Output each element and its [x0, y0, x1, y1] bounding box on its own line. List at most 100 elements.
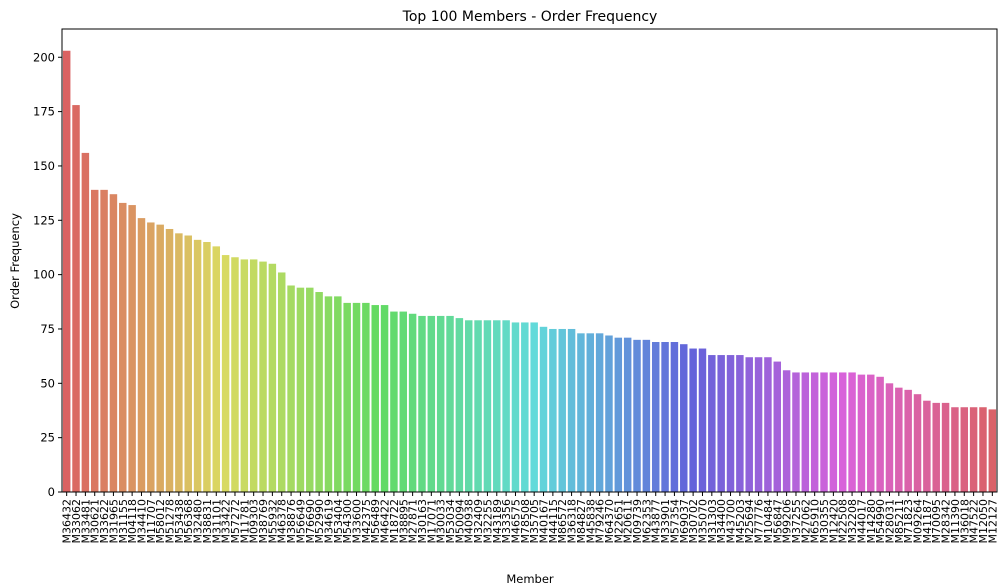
bar	[923, 400, 931, 492]
plot-frame	[61, 28, 998, 493]
x-tick-label: M70095	[930, 499, 943, 543]
x-tick-label: M30033	[435, 499, 448, 543]
x-tick-label: M40938	[463, 499, 476, 543]
bar	[792, 372, 800, 492]
y-tick-label: 200	[33, 50, 55, 64]
x-tick-label: M33622	[98, 499, 111, 543]
x-tick-label: M32480	[192, 499, 205, 543]
x-tick-label: M46422	[379, 499, 392, 543]
bar	[904, 389, 912, 492]
bar	[128, 205, 136, 492]
x-tick-label: M38895	[397, 499, 410, 543]
x-tick-label: M55932	[266, 499, 279, 543]
bar	[567, 328, 576, 492]
y-tick-label: 175	[33, 105, 55, 119]
bar	[81, 152, 90, 492]
x-tick-label: M11707	[145, 499, 158, 543]
bar	[156, 224, 164, 492]
x-tick-label: M45203	[734, 499, 747, 543]
x-tick-label: M51278	[164, 499, 177, 543]
bar	[661, 342, 669, 492]
bar	[913, 394, 922, 492]
x-tick-label: M56649	[294, 499, 307, 543]
bar	[380, 305, 389, 492]
bar	[165, 228, 174, 493]
x-tick-label: M44017	[855, 499, 868, 543]
x-tick-label: M35070	[696, 499, 709, 543]
bar	[736, 355, 744, 492]
x-tick-label: M40167	[538, 499, 551, 543]
bar	[614, 337, 623, 492]
bar	[810, 372, 819, 492]
bar	[941, 402, 950, 492]
bar	[221, 255, 230, 492]
y-tick-label: 150	[33, 159, 55, 173]
bar	[764, 357, 772, 492]
x-tick-label: M34619	[322, 499, 335, 543]
x-tick-label: M12127	[986, 499, 999, 543]
x-axis: M36432M33062M33481M30621M33622M31965M311…	[61, 492, 999, 543]
bar	[175, 233, 183, 492]
x-tick-label: M33600	[351, 499, 364, 543]
x-tick-label: M32409	[472, 499, 485, 543]
bar	[352, 302, 361, 492]
bar	[362, 302, 370, 492]
x-tick-label: M22651	[612, 499, 625, 543]
bar	[951, 407, 959, 492]
bar	[708, 355, 716, 492]
bar	[577, 333, 585, 492]
x-tick-label: M42375	[360, 499, 373, 543]
x-tick-label: M17071	[425, 499, 438, 543]
bar	[277, 272, 286, 492]
bar	[203, 242, 211, 492]
bar	[829, 372, 838, 492]
bar	[969, 407, 978, 492]
bar	[427, 315, 436, 492]
x-tick-label: M33422	[220, 499, 233, 543]
bar	[848, 372, 856, 492]
x-tick-label: M56847	[771, 499, 784, 543]
bar	[62, 50, 71, 493]
x-tick-label: M09739	[631, 499, 644, 543]
x-tick-label: M52990	[313, 499, 326, 543]
y-axis: 0 25 50 75 100 125 150 175 200	[33, 50, 62, 499]
x-tick-label: M34410	[135, 499, 148, 543]
bar	[623, 337, 632, 492]
bar	[605, 335, 613, 492]
x-tick-label: M09303	[248, 499, 261, 543]
x-tick-label: M62353	[640, 499, 653, 543]
x-tick-label: M37255	[790, 499, 803, 543]
bar	[642, 339, 651, 492]
bar	[455, 318, 464, 492]
bar	[446, 315, 454, 492]
x-tick-label: M30702	[687, 499, 700, 543]
bar	[100, 189, 108, 492]
bar	[867, 374, 875, 492]
bar	[390, 311, 398, 492]
bar	[876, 376, 884, 492]
x-tick-label: M57272	[229, 499, 242, 543]
y-axis-label: Order Frequency	[8, 213, 22, 309]
bar	[436, 315, 445, 492]
bar	[680, 344, 688, 492]
bar	[670, 342, 679, 492]
x-tick-label: M33356	[500, 499, 513, 543]
bar	[502, 320, 510, 492]
bar	[698, 348, 707, 492]
bar	[539, 326, 548, 492]
x-tick-label: M53034	[444, 499, 457, 543]
bar	[988, 409, 997, 492]
x-tick-label: M31155	[117, 499, 130, 543]
y-tick-label: 75	[40, 322, 55, 336]
x-tick-label: M46575	[509, 499, 522, 543]
bars-group	[62, 50, 997, 493]
x-tick-label: M57354	[668, 499, 681, 543]
y-tick-label: 100	[33, 268, 55, 282]
y-tick-label: 0	[48, 485, 55, 499]
x-tick-label: M45838	[584, 499, 597, 543]
x-tick-label: M43877	[650, 499, 663, 543]
y-tick-label: 25	[40, 431, 55, 445]
x-tick-label: M71823	[902, 499, 915, 543]
x-tick-label: M32255	[481, 499, 494, 543]
x-tick-label: M32208	[846, 499, 859, 543]
